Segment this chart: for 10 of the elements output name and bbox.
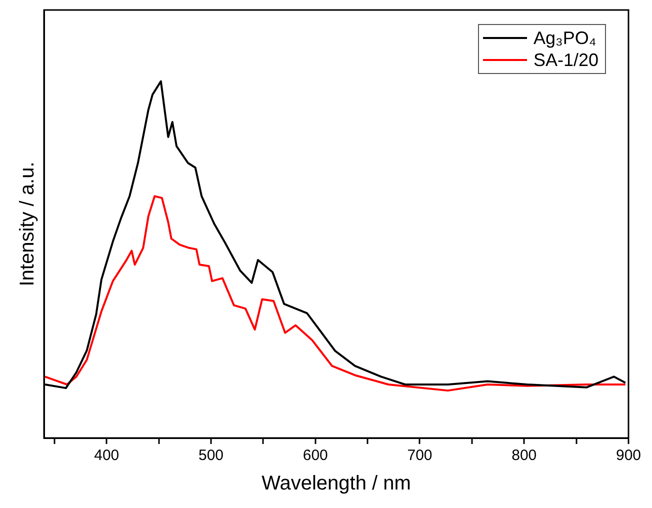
- x-tick-label: 800: [512, 447, 537, 464]
- x-tick-label: 400: [94, 447, 120, 464]
- x-tick-label: 500: [198, 447, 224, 464]
- x-tick-label: 900: [616, 447, 641, 464]
- legend-label: Ag₃PO₄: [533, 27, 596, 49]
- y-axis-title: Intensity / a.u.: [16, 162, 39, 286]
- x-tick-label: 600: [302, 447, 328, 464]
- x-axis-title: Wavelength / nm: [262, 472, 411, 495]
- legend-label: SA-1/20: [533, 49, 599, 71]
- x-tick-label: 700: [407, 447, 432, 464]
